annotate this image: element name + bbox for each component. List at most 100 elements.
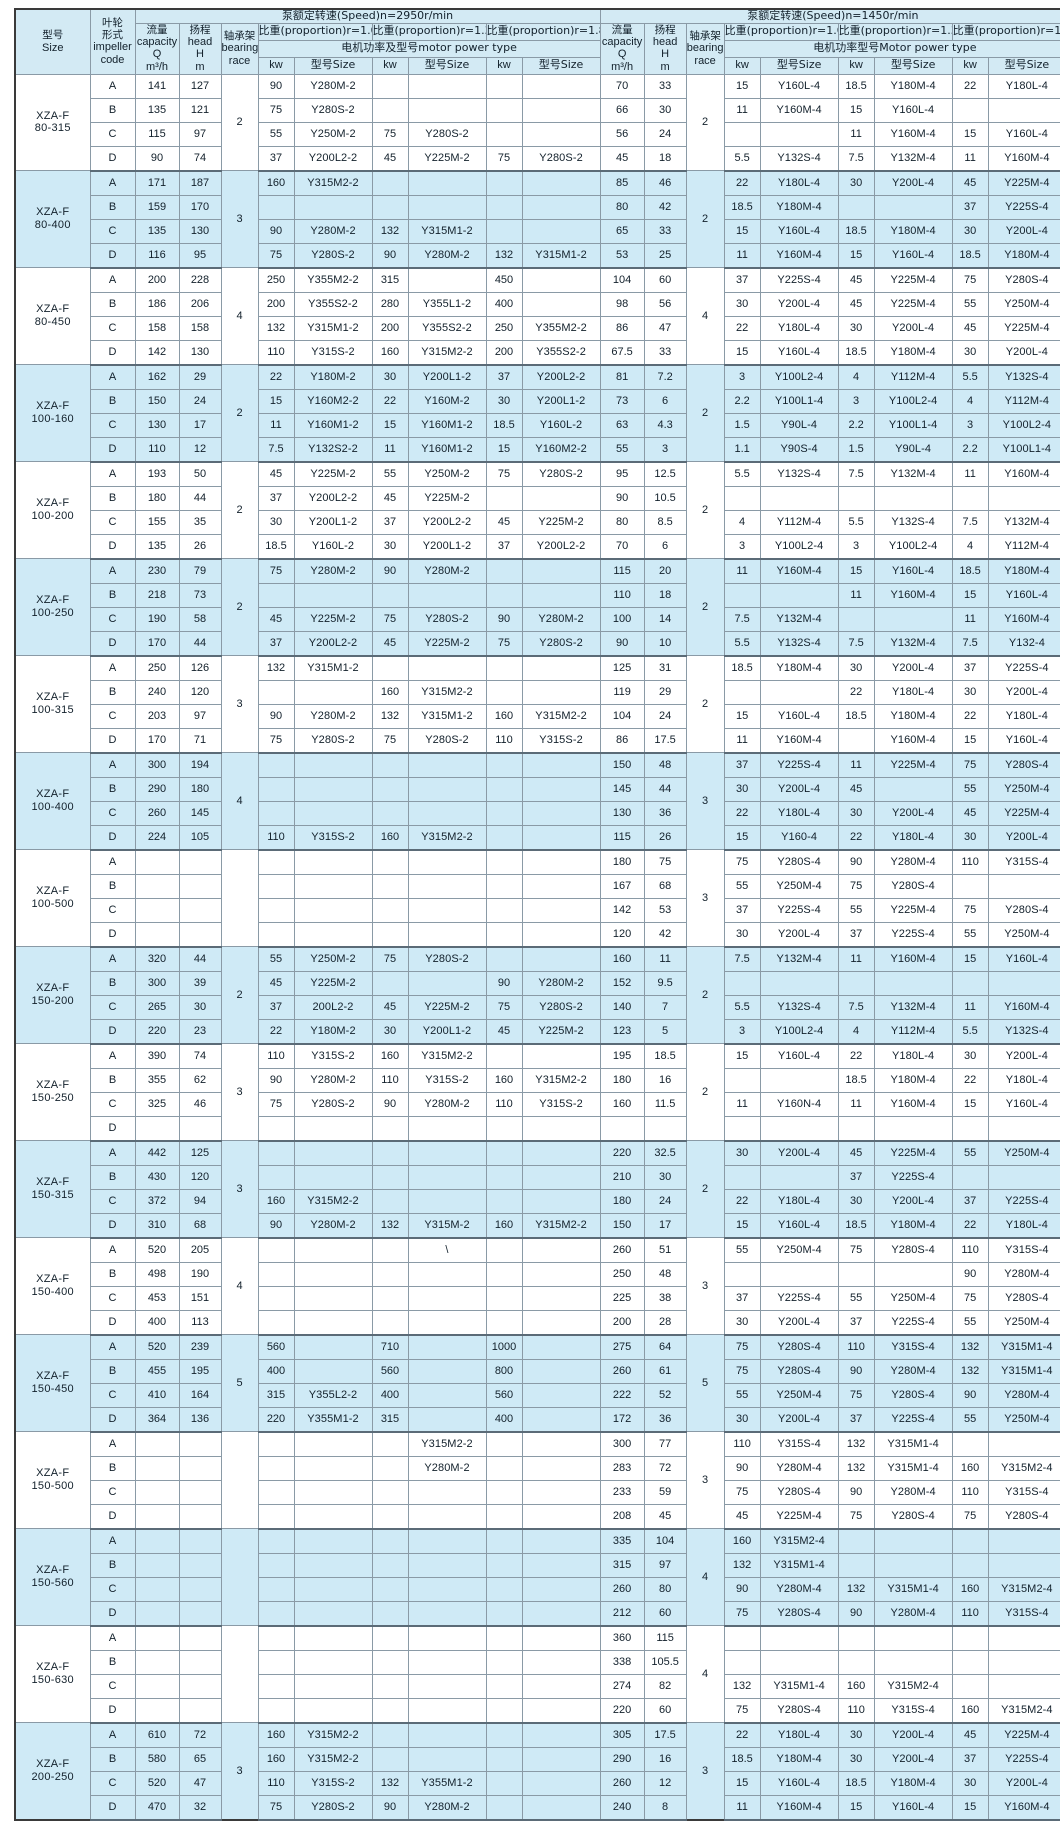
kw-1450-r100: 18.5 xyxy=(723,1746,761,1772)
head-2950 xyxy=(178,1600,222,1627)
model-1450-r135: Y200L-4 xyxy=(873,655,953,681)
kw-2950-r135 xyxy=(371,800,409,826)
kw-1450-r135: 2.2 xyxy=(837,412,875,438)
model-1450-r100: Y100L2-4 xyxy=(759,1018,839,1045)
head-2950: 239 xyxy=(178,1334,222,1360)
capacity-1450: 90 xyxy=(599,630,645,657)
kw-2950-r135: 30 xyxy=(371,1018,409,1045)
pump-size: XZA-F 150-450 xyxy=(14,1334,91,1433)
model-2950-r135 xyxy=(407,800,487,826)
capacity-2950 xyxy=(134,1431,180,1457)
capacity-1450: 80 xyxy=(599,509,645,535)
head-1450: 5 xyxy=(643,1018,687,1045)
header-kw-1450-3: kw xyxy=(951,56,989,75)
kw-2950-r135: 75 xyxy=(371,606,409,632)
model-2950-r135 xyxy=(407,1503,487,1530)
model-2950-r184 xyxy=(521,485,601,511)
model-1450-r100: Y100L1-4 xyxy=(759,388,839,414)
head-2950: 127 xyxy=(178,73,222,99)
impeller-code: C xyxy=(89,1188,136,1214)
kw-2950-r100: 400 xyxy=(257,1358,295,1384)
bearing-race-1450: 2 xyxy=(685,1043,725,1142)
model-1450-r184: Y280M-4 xyxy=(987,1382,1060,1408)
model-2950-r100 xyxy=(293,921,373,948)
model-2950-r184 xyxy=(521,655,601,681)
model-2950-r135 xyxy=(407,921,487,948)
impeller-code: D xyxy=(89,727,136,754)
capacity-1450: 70 xyxy=(599,533,645,560)
impeller-code: C xyxy=(89,606,136,632)
capacity-2950: 230 xyxy=(134,558,180,584)
bearing-race-1450: 2 xyxy=(685,461,725,560)
model-2950-r100: Y280M-2 xyxy=(293,558,373,584)
pump-size: XZA-F 150-400 xyxy=(14,1237,91,1336)
table-row: D 364 136 220 Y355M1-2 315 400 172 36 30 Y200L-4 37… xyxy=(15,1406,1060,1433)
kw-1450-r135: 3 xyxy=(837,533,875,560)
table-row: C 158 158 132 Y315M1-2 200 Y355S2-2 250 Y355M2-2… xyxy=(15,315,1060,341)
head-2950: 58 xyxy=(178,606,222,632)
model-1450-r135: Y90L-4 xyxy=(873,436,953,463)
capacity-2950: 390 xyxy=(134,1043,180,1069)
pump-size: XZA-F 150-500 xyxy=(14,1431,91,1530)
capacity-1450: 250 xyxy=(599,1261,645,1287)
kw-1450-r135: 45 xyxy=(837,776,875,802)
kw-2950-r184: 90 xyxy=(485,606,523,632)
head-1450: 16 xyxy=(643,1067,687,1093)
kw-2950-r100 xyxy=(257,194,295,220)
model-1450-r135: Y225M-4 xyxy=(873,752,953,778)
model-2950-r135 xyxy=(407,1309,487,1336)
model-2950-r135 xyxy=(407,582,487,608)
capacity-2950: 135 xyxy=(134,533,180,560)
table-row: D 220 60 75 Y280S-4 110 Y315S-4 160 Y315M2-4 xyxy=(15,1697,1060,1724)
model-1450-r184: Y160L-4 xyxy=(987,727,1060,754)
capacity-2950: 116 xyxy=(134,242,180,269)
table-row: XZA-F 150-630 A 360 115 4 xyxy=(14,1625,1060,1724)
model-1450-r135: Y280S-4 xyxy=(873,1503,953,1530)
model-1450-r135: Y160M-4 xyxy=(873,727,953,754)
head-2950: 180 xyxy=(178,776,222,802)
model-2950-r184 xyxy=(521,1503,601,1530)
pump-size: XZA-F 150-315 xyxy=(14,1140,91,1239)
model-2950-r135: Y280S-2 xyxy=(407,946,487,972)
model-2950-r100: Y355S2-2 xyxy=(293,291,373,317)
kw-1450-r135: 37 xyxy=(837,921,875,948)
kw-1450-r184: 55 xyxy=(951,776,989,802)
head-1450: 47 xyxy=(643,315,687,341)
model-2950-r135: Y200L1-2 xyxy=(407,364,487,390)
kw-1450-r135: 7.5 xyxy=(837,461,875,487)
head-1450: 115 xyxy=(643,1625,687,1651)
header-model-2950-1: 型号Size xyxy=(293,56,373,75)
model-1450-r100: Y160M-4 xyxy=(759,558,839,584)
capacity-2950 xyxy=(134,1625,180,1651)
model-2950-r184: Y200L1-2 xyxy=(521,388,601,414)
model-1450-r100: Y200L-4 xyxy=(759,291,839,317)
head-2950: 74 xyxy=(178,1043,222,1069)
kw-2950-r184 xyxy=(485,1115,523,1142)
kw-1450-r135: 18.5 xyxy=(837,1770,875,1796)
kw-1450-r135: 22 xyxy=(837,679,875,705)
kw-1450-r135: 30 xyxy=(837,655,875,681)
capacity-2950: 520 xyxy=(134,1334,180,1360)
table-row: XZA-F 150-450 A 520 239 5 560 710 1000 275 64 5 75 Y2… xyxy=(14,1334,1060,1433)
kw-1450-r135: 22 xyxy=(837,824,875,851)
impeller-code: B xyxy=(89,97,136,123)
kw-2950-r135: 710 xyxy=(371,1334,409,1360)
kw-1450-r100: 5.5 xyxy=(723,461,761,487)
model-1450-r100: Y112M-4 xyxy=(759,509,839,535)
kw-2950-r100: 45 xyxy=(257,970,295,996)
model-1450-r184: Y200L-4 xyxy=(987,679,1060,705)
model-2950-r100 xyxy=(293,1431,373,1457)
head-2950: 73 xyxy=(178,582,222,608)
bearing-race-1450: 3 xyxy=(685,1431,725,1530)
table-row: D 135 26 18.5 Y160L-2 30 Y200L1-2 37 Y200L2-2 70 6… xyxy=(15,533,1060,560)
bearing-race-2950: 2 xyxy=(220,558,259,657)
table-row: B 300 39 45 Y225M-2 90 Y280M-2 152 9.5 xyxy=(15,970,1060,996)
capacity-2950 xyxy=(134,873,180,899)
model-1450-r135: Y160L-4 xyxy=(873,242,953,269)
kw-1450-r184 xyxy=(951,970,989,996)
model-2950-r100: Y280M-2 xyxy=(293,1067,373,1093)
kw-2950-r184 xyxy=(485,897,523,923)
kw-1450-r135: 4 xyxy=(837,1018,875,1045)
impeller-code: B xyxy=(89,1649,136,1675)
head-2950: 105 xyxy=(178,824,222,851)
